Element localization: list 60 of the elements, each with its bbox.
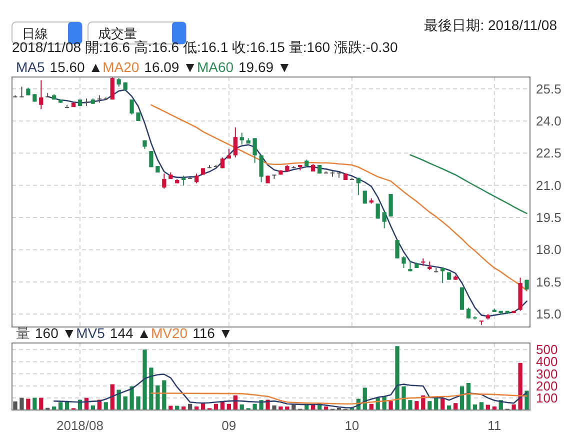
text: 19.69 ▼: [238, 59, 292, 75]
bar: [252, 404, 257, 410]
annotation: 116 ▼: [192, 325, 233, 341]
y-tick-label: 18.0: [536, 242, 562, 258]
bar: [123, 396, 128, 410]
bar: [512, 404, 516, 410]
bar: [518, 362, 522, 410]
bar: [285, 406, 290, 410]
bar: [58, 402, 63, 410]
x-tick-label: 10: [344, 418, 360, 433]
bar: [453, 403, 458, 410]
bar: [136, 396, 140, 410]
text: 量: [16, 325, 30, 341]
text: 成交量: [98, 26, 137, 41]
bar: [408, 400, 412, 410]
x-tick-label: 11: [488, 418, 502, 433]
bar: [278, 406, 283, 410]
bar: [149, 368, 154, 410]
x-tick-label: 09: [222, 418, 236, 433]
bar: [39, 398, 44, 410]
y-tick-label: 22.5: [536, 146, 562, 161]
bar: [272, 405, 276, 410]
annotation: 144 ▲: [110, 325, 152, 341]
bar: [479, 402, 484, 410]
bar: [142, 350, 147, 410]
bar: [32, 398, 37, 410]
series-label: MA5: [16, 59, 45, 75]
text: 日線: [22, 26, 48, 41]
bar: [402, 386, 406, 410]
bar: [20, 398, 24, 410]
bar: [130, 386, 134, 410]
line-series: [150, 392, 528, 404]
bar: [156, 385, 160, 410]
text: 2018/11/08 開:16.6 高:16.6 低:16.1 收:16.15 量:160 漲跌:-0.30: [12, 39, 398, 55]
text: 最後日期: 2018/11/08: [424, 17, 558, 33]
x-tick-label: 2018/08: [56, 418, 104, 433]
y-tick-label: 15.0: [536, 306, 562, 322]
bar: [13, 401, 18, 410]
bar: [414, 401, 419, 410]
text: MA20: [102, 59, 140, 75]
bar: [428, 401, 432, 410]
text: 15.60 ▲: [50, 59, 103, 75]
y-tick-label: 16.5: [536, 274, 562, 290]
y-tick-label: 25.5: [536, 81, 562, 96]
text: MA60: [196, 59, 234, 75]
bar: [524, 390, 529, 410]
text: MV5: [76, 325, 106, 341]
text: MV20: [151, 325, 188, 341]
y-tick-label: 19.5: [536, 210, 562, 226]
bar: [26, 398, 30, 410]
line-series: [150, 104, 528, 292]
line-series: [410, 154, 528, 214]
bar: [395, 346, 400, 410]
line-series: [53, 374, 528, 408]
y-tick-label: 24.0: [536, 113, 562, 128]
bar: [388, 401, 393, 410]
bar: [104, 402, 108, 410]
annotation: 160 ▼: [35, 325, 76, 341]
text: 16.09 ▼: [144, 59, 197, 75]
y-tick-label: 21.0: [536, 178, 562, 193]
